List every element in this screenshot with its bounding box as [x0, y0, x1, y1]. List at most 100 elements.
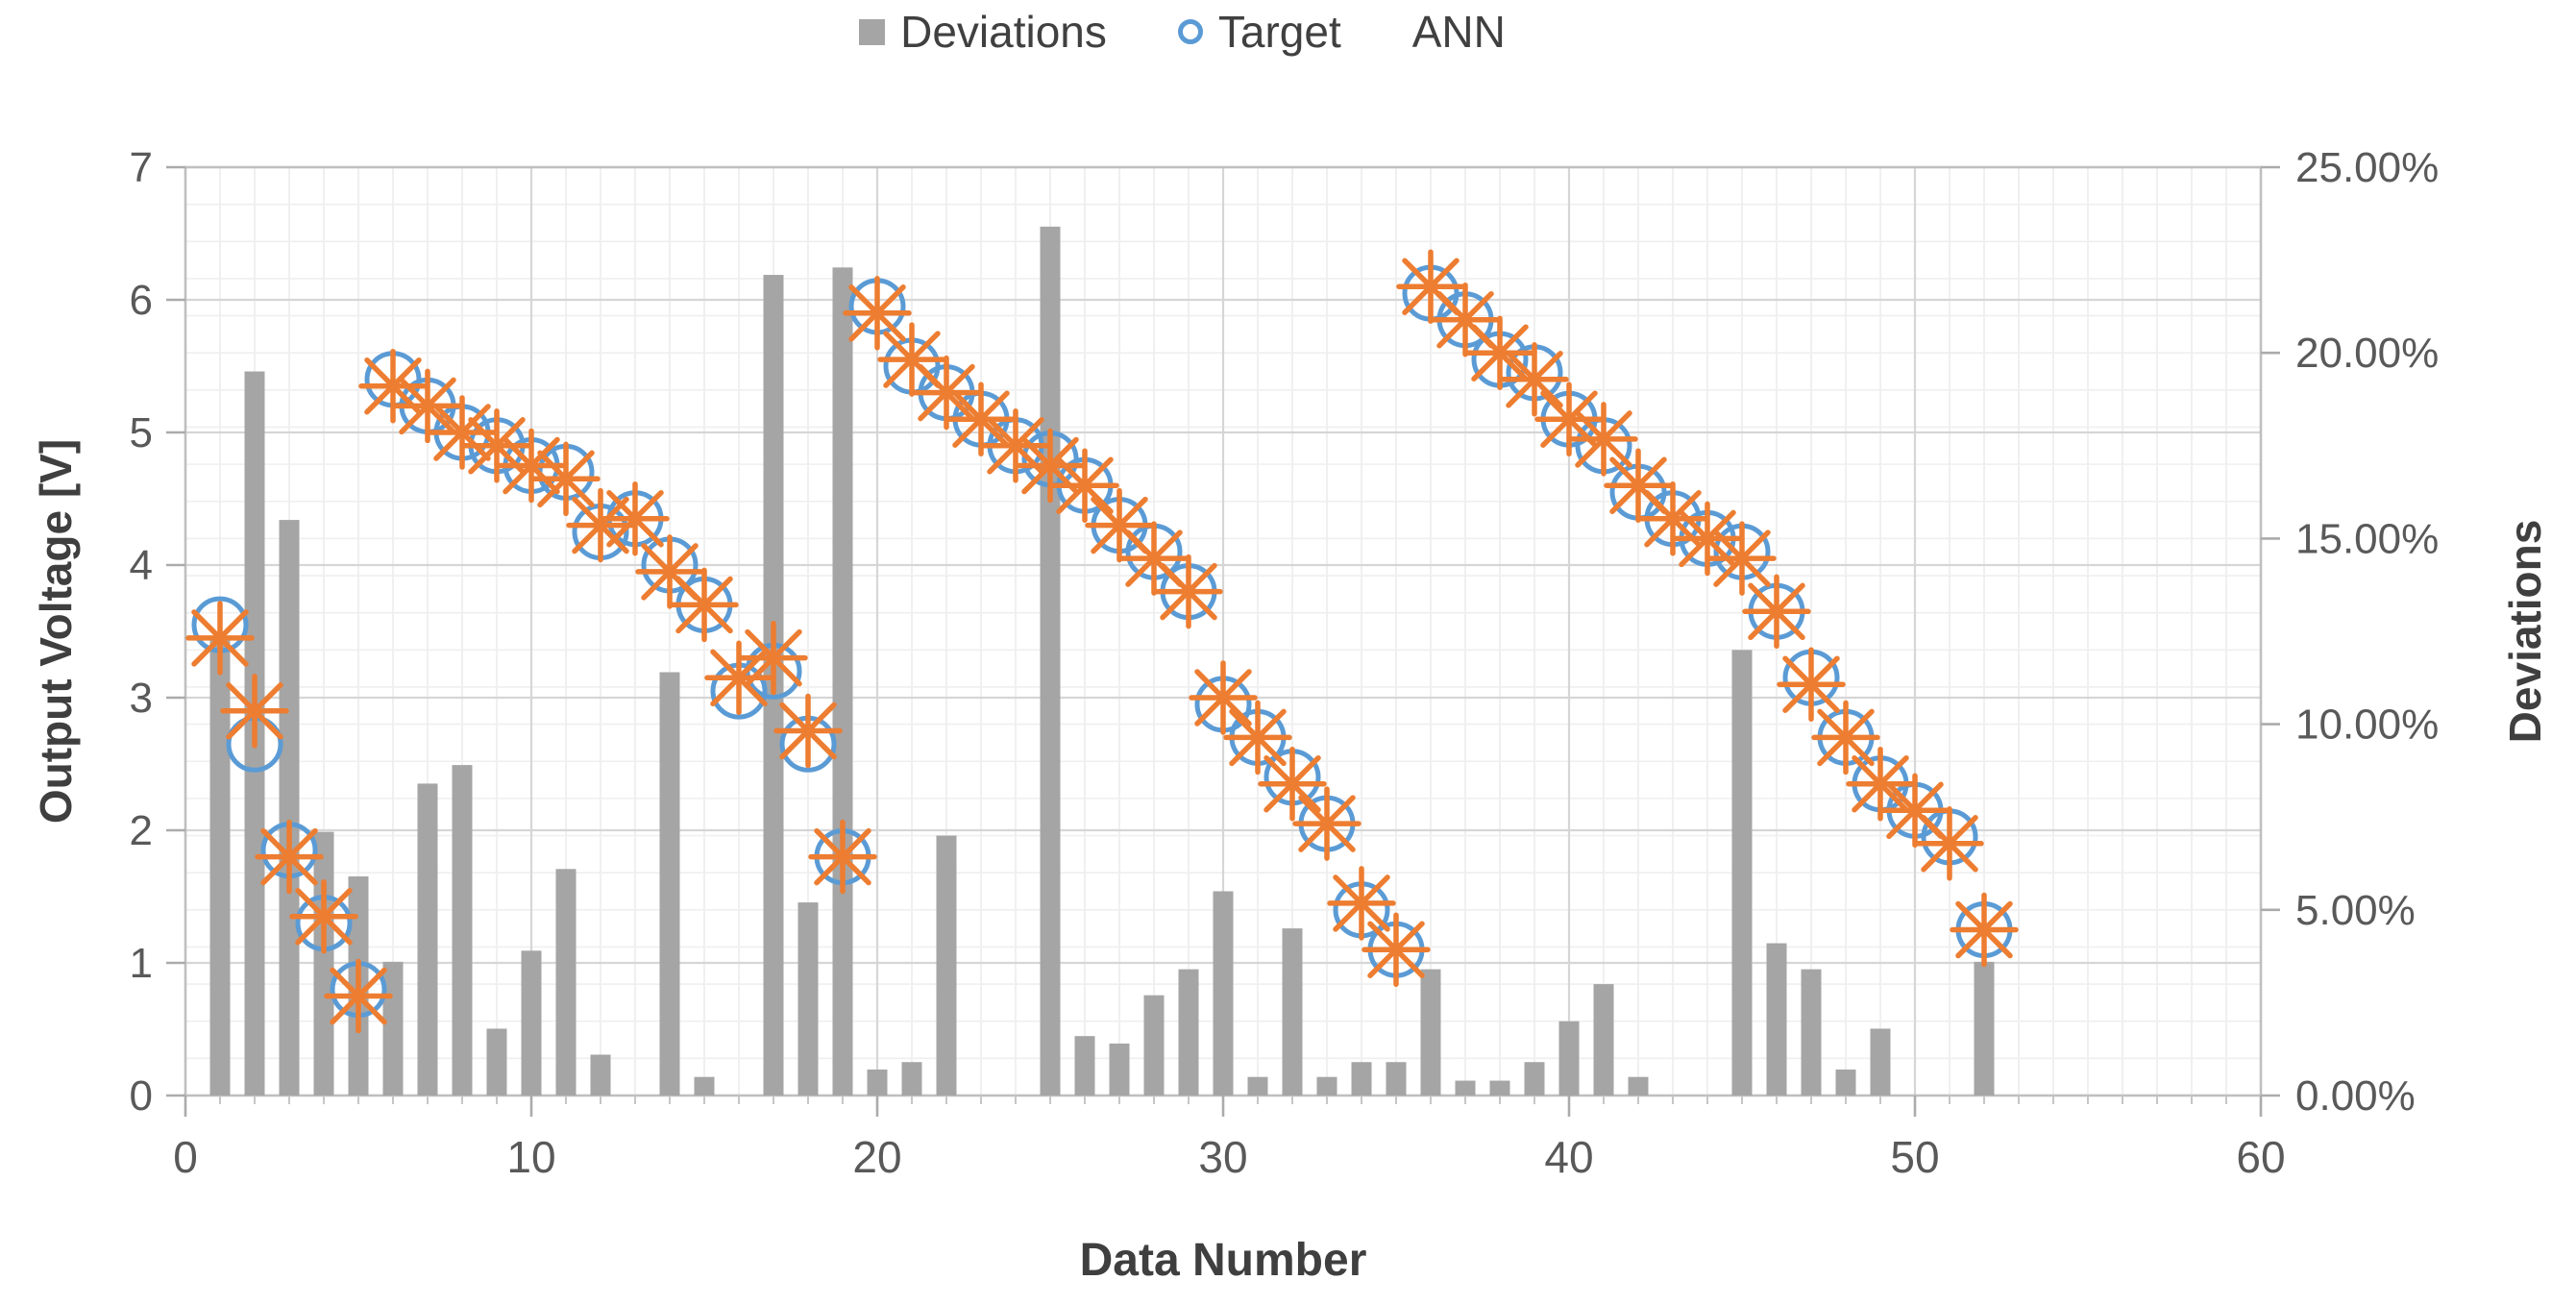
deviation-bar — [1628, 1076, 1649, 1096]
deviation-bar — [590, 1054, 611, 1096]
x-axis-tick-label: 50 — [1890, 1132, 1939, 1182]
deviation-bar — [486, 1028, 507, 1096]
left-axis-tick-label: 2 — [130, 807, 153, 854]
legend-label: ANN — [1411, 7, 1506, 57]
right-axis-title: Deviations — [2500, 519, 2550, 744]
ann-marker — [1189, 660, 1258, 735]
ann-marker — [1050, 448, 1119, 523]
deviation-bar — [417, 783, 438, 1096]
legend-label: Deviations — [900, 7, 1107, 57]
right-axis-tick-label: 20.00% — [2295, 330, 2439, 377]
right-axis-tick-label: 5.00% — [2295, 887, 2416, 934]
ann-marker — [393, 368, 462, 444]
ann-marker — [255, 819, 324, 895]
deviation-bar — [1351, 1062, 1372, 1096]
ann-markers — [185, 249, 2019, 1034]
x-axis-tick-label: 60 — [2236, 1132, 2285, 1182]
x-axis-tick-label: 40 — [1544, 1132, 1593, 1182]
ann-marker — [1154, 554, 1223, 629]
deviation-bar — [1178, 969, 1199, 1096]
deviation-bar — [521, 950, 542, 1096]
deviation-bar — [1282, 928, 1303, 1096]
x-axis-tick-label: 0 — [173, 1132, 198, 1182]
left-axis-title: Output Voltage [V] — [31, 438, 81, 825]
left-axis-tick-label: 6 — [130, 277, 153, 324]
deviation-bar — [279, 520, 300, 1096]
ann-marker — [220, 674, 289, 749]
ann-marker — [358, 348, 428, 424]
ann-marker — [981, 408, 1050, 483]
deviation-bar — [313, 831, 334, 1096]
ann-marker — [531, 441, 601, 517]
deviation-bars — [209, 226, 1995, 1096]
deviation-bar — [1524, 1062, 1545, 1096]
ann-marker — [1569, 402, 1638, 477]
deviation-bar — [694, 1076, 715, 1096]
deviation-bar — [1974, 961, 1995, 1096]
deviation-bar — [659, 672, 680, 1096]
ann-marker — [739, 620, 808, 696]
deviation-bar — [452, 765, 473, 1096]
deviation-bar — [555, 869, 577, 1096]
ann-marker — [1258, 746, 1327, 822]
legend-label: Target — [1217, 7, 1341, 57]
x-axis-tick-label: 20 — [852, 1132, 901, 1182]
ann-marker — [1500, 342, 1569, 417]
ann-marker — [1396, 249, 1465, 324]
deviation-bar — [1040, 226, 1061, 1096]
deviation-bar — [936, 835, 957, 1096]
left-axis-tick-label: 4 — [130, 542, 153, 589]
ann-marker — [1534, 382, 1604, 456]
ann-marker — [1777, 647, 1846, 722]
deviation-bar — [1074, 1036, 1095, 1096]
right-axis-tick-label: 25.00% — [2295, 144, 2439, 191]
left-axis-tick-label: 3 — [130, 675, 153, 722]
right-axis-tick-label: 0.00% — [2295, 1072, 2416, 1120]
ann-marker — [1811, 700, 1880, 776]
ann-marker — [1915, 806, 1984, 881]
left-axis-tick-label: 5 — [130, 409, 153, 456]
deviation-bar — [1558, 1021, 1580, 1096]
deviation-bar — [867, 1069, 888, 1096]
ann-marker — [289, 878, 358, 954]
deviation-bar — [1109, 1043, 1130, 1096]
legend-item-deviations: Deviations — [859, 6, 1107, 58]
ann-marker — [670, 567, 739, 643]
deviation-bar — [1143, 995, 1165, 1096]
deviation-bar — [1455, 1080, 1476, 1096]
chart-legend: Deviations Target ANN — [0, 6, 2470, 58]
deviation-bar — [832, 267, 853, 1096]
bar-swatch-icon — [859, 18, 886, 45]
ann-marker — [324, 958, 393, 1034]
ann-marker — [1707, 521, 1777, 596]
ann-marker — [912, 355, 981, 431]
deviation-bar — [1213, 891, 1234, 1096]
ann-marker — [1742, 574, 1811, 650]
deviation-bar — [1420, 969, 1441, 1096]
deviation-bar — [1835, 1069, 1856, 1096]
right-axis-tick-label: 15.00% — [2295, 515, 2439, 562]
left-axis-tick-label: 0 — [130, 1072, 153, 1120]
left-axis-tick-label: 1 — [130, 940, 153, 987]
ann-marker — [1673, 501, 1742, 577]
ann-marker — [1950, 892, 2019, 968]
deviation-bar — [1386, 1062, 1407, 1096]
deviation-bar — [1593, 984, 1614, 1096]
legend-item-target: Target — [1177, 6, 1341, 58]
x-axis-tick-label: 10 — [506, 1132, 555, 1182]
deviation-bar — [382, 961, 404, 1096]
ann-marker — [185, 601, 255, 676]
deviation-bar — [901, 1062, 922, 1096]
ann-marker — [1292, 786, 1362, 861]
ann-marker — [1465, 315, 1534, 390]
deviation-bar — [1870, 1028, 1891, 1096]
ann-marker — [704, 640, 773, 716]
right-axis-tick-label: 10.00% — [2295, 702, 2439, 749]
ann-marker — [946, 382, 1016, 456]
deviation-bar — [1731, 650, 1753, 1096]
ann-marker — [601, 480, 670, 556]
legend-item-ann: ANN — [1412, 6, 1506, 58]
tick-labels: 0 1 2 3 4 5 6 7 0.00% 5.00% 10.00% 15.00% 20.00% 25.0… — [130, 144, 2440, 1182]
